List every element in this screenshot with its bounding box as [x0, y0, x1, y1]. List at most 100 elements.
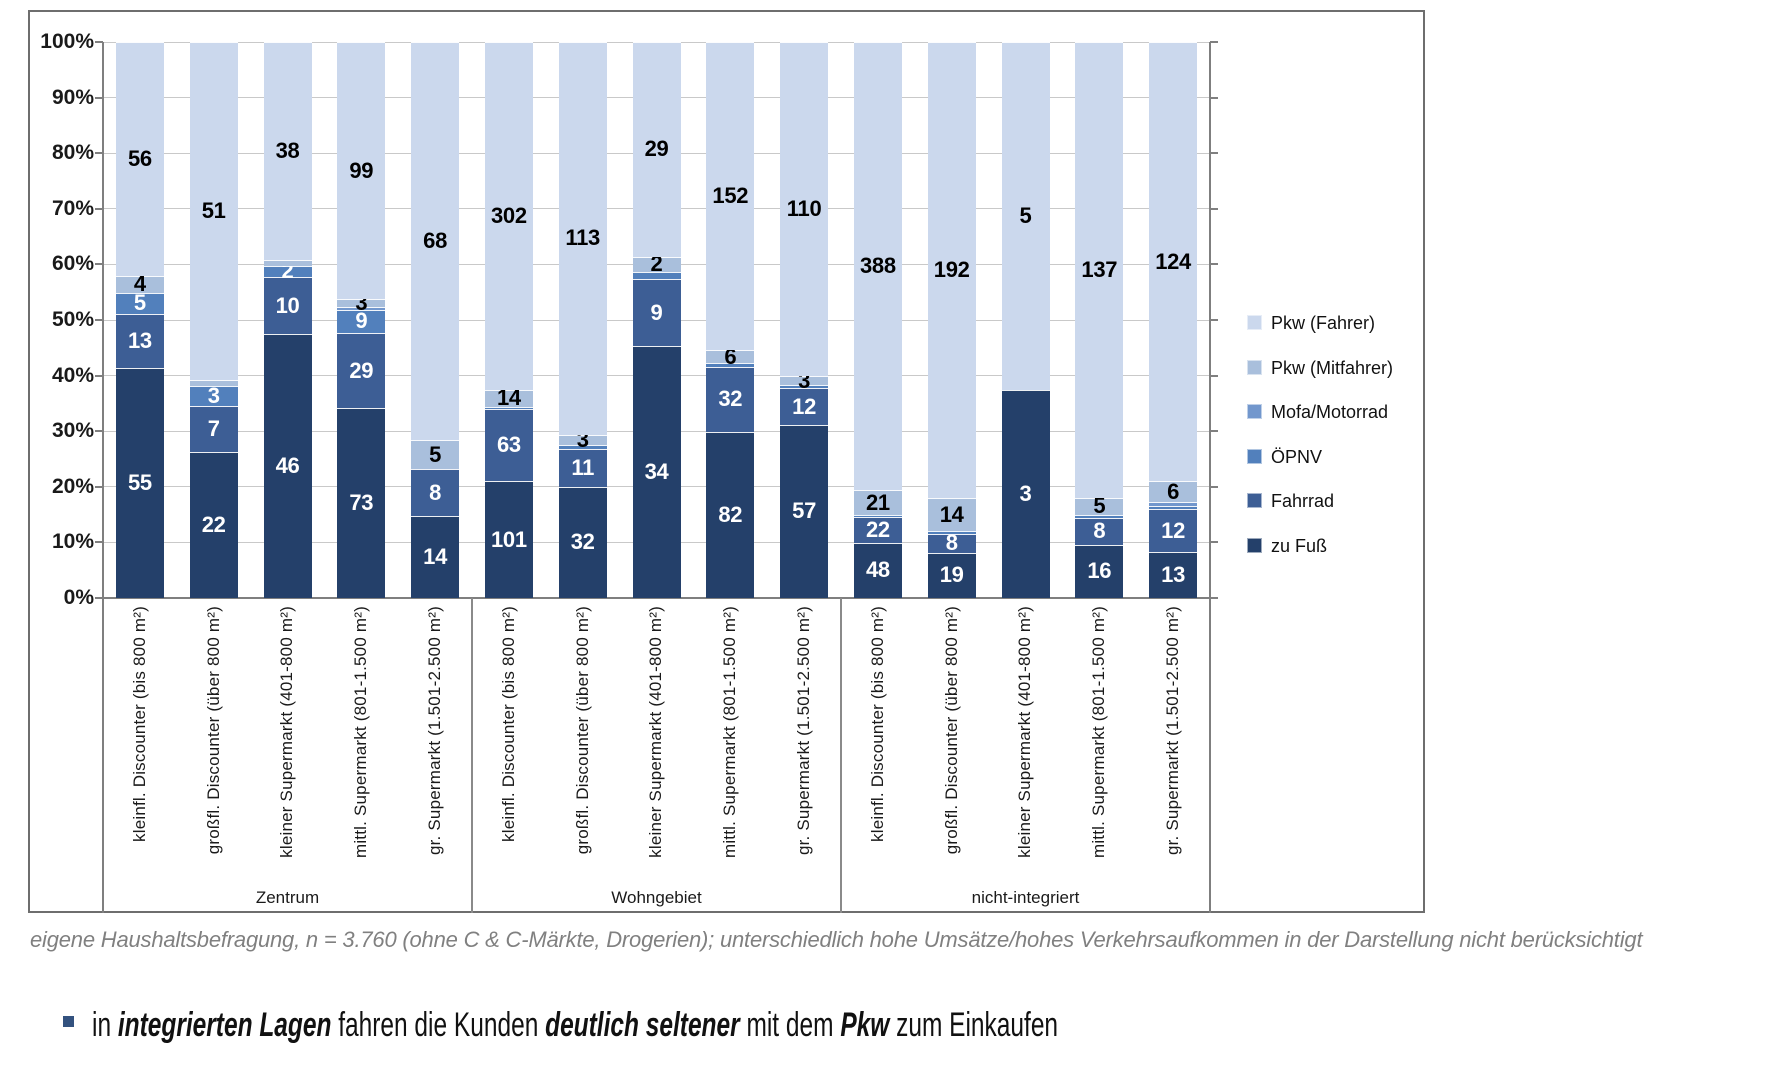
bar-segment-zu Fuß	[927, 552, 976, 598]
y-axis-tick-right	[1210, 207, 1218, 210]
y-axis-tick-right	[1210, 374, 1218, 377]
data-label: 16	[1087, 558, 1112, 584]
bar-segment-Pkw (Fahrer)	[1001, 42, 1050, 390]
category-label: gr. Supermarkt (1.501-2.500 m²)	[1136, 606, 1210, 860]
y-axis-tick	[95, 485, 103, 488]
bar-segment-Pkw (Mitfahrer)	[780, 376, 829, 386]
y-axis-label: 100%	[40, 30, 94, 53]
bar-segment-ÖPNV	[706, 362, 755, 367]
data-label: 12	[792, 393, 817, 419]
bullet-plain: zum Einkaufen	[889, 1006, 1059, 1044]
category-label-text: gr. Supermarkt (1.501-2.500 m²)	[794, 606, 814, 856]
bar-segment-Fahrrad	[780, 388, 829, 425]
data-label: 13	[127, 327, 152, 353]
bar-segment-zu Fuß	[1001, 389, 1050, 598]
y-axis-tick	[95, 541, 103, 544]
group-label: Zentrum	[255, 888, 320, 907]
data-label: 3	[1019, 480, 1032, 506]
y-axis-label: 70%	[51, 196, 94, 220]
bar-segment-Fahrrad	[263, 277, 312, 335]
legend-swatch-icon	[1247, 404, 1262, 419]
category-label: mittl. Supermarkt (801-1.500 m²)	[693, 606, 767, 863]
bullet-emphasis: Pkw	[840, 1006, 890, 1044]
legend-item: Pkw (Mitfahrer)	[1247, 357, 1427, 379]
y-axis-line	[102, 42, 104, 913]
bar-segment-Pkw (Mitfahrer)	[1075, 498, 1124, 515]
bar-segment-Pkw (Mitfahrer)	[927, 498, 976, 532]
category-label-text: großfl. Discounter (über 800 m²)	[941, 606, 961, 855]
category-label: kleiner Supermarkt (401-800 m²)	[620, 606, 694, 863]
bar-segment-zu Fuß	[1149, 551, 1198, 598]
y-axis-label: 50%	[51, 308, 94, 331]
bullet-square-icon	[63, 1016, 74, 1027]
bar-segment-zu Fuß	[115, 368, 164, 598]
bar-segment-ÖPNV	[189, 386, 238, 407]
data-label: 48	[865, 557, 890, 583]
bar-segment-Pkw (Fahrer)	[706, 42, 755, 351]
data-label: 5	[1093, 493, 1106, 519]
category-label-text: kleiner Supermarkt (401-800 m²)	[1015, 606, 1035, 858]
data-label: 8	[945, 530, 958, 556]
y-axis-tick-right	[1210, 541, 1218, 544]
legend-item: ÖPNV	[1247, 446, 1427, 468]
bar-segment-ÖPNV	[337, 309, 386, 333]
bar-segment-ÖPNV	[558, 445, 607, 449]
bullet-emphasis: integrierten Lagen	[117, 1006, 332, 1044]
category-label-text: gr. Supermarkt (1.501-2.500 m²)	[1163, 606, 1183, 856]
bar-segment-Pkw (Mitfahrer)	[189, 379, 238, 387]
legend-swatch-icon	[1247, 537, 1262, 553]
category-label: mittl. Supermarkt (801-1.500 m²)	[1062, 606, 1136, 863]
bar-segment-Pkw (Mitfahrer)	[853, 490, 902, 515]
bar-segment-Fahrrad	[853, 517, 902, 543]
group-separator	[471, 598, 473, 913]
data-label: 34	[644, 458, 669, 484]
bar-segment-Pkw (Fahrer)	[484, 42, 533, 391]
bullet-emphasis: deutlich seltener	[545, 1006, 740, 1044]
bar-segment-zu Fuß	[484, 481, 533, 598]
y-axis-tick	[95, 152, 103, 155]
data-label: 3	[207, 383, 220, 409]
category-label: kleiner Supermarkt (401-800 m²)	[989, 606, 1063, 863]
category-label-text: großfl. Discounter (über 800 m²)	[572, 606, 592, 855]
bar-segment-Pkw (Fahrer)	[927, 42, 976, 499]
data-label: 388	[859, 253, 896, 279]
bar-segment-Fahrrad	[706, 366, 755, 432]
data-label: 32	[718, 386, 743, 412]
data-label: 124	[1155, 248, 1191, 274]
data-label: 9	[355, 308, 368, 334]
data-label: 73	[349, 490, 374, 516]
bar-segment-Pkw (Fahrer)	[632, 42, 681, 257]
data-label: 82	[718, 501, 743, 527]
bar-segment-Pkw (Mitfahrer)	[632, 256, 681, 272]
category-label-text: mittl. Supermarkt (801-1.500 m²)	[720, 606, 740, 859]
data-label: 32	[570, 529, 595, 555]
bar-segment-Pkw (Mitfahrer)	[558, 434, 607, 446]
data-label: 22	[865, 516, 890, 542]
bar-segment-Pkw (Fahrer)	[189, 42, 238, 380]
bar-segment-Pkw (Fahrer)	[1075, 42, 1124, 499]
data-label: 38	[275, 137, 300, 163]
y-axis-tick-right	[1210, 263, 1218, 266]
data-label: 68	[423, 227, 448, 253]
data-label: 5	[1019, 202, 1032, 228]
data-label: 7	[207, 416, 220, 442]
bar-segment-ÖPNV	[632, 271, 681, 280]
data-label: 6	[1167, 478, 1180, 504]
y-axis-tick	[95, 319, 103, 321]
bar-segment-Fahrrad	[189, 406, 238, 453]
legend-swatch-icon	[1247, 315, 1262, 330]
bar-segment-Pkw (Mitfahrer)	[484, 390, 533, 407]
bar-segment-ÖPNV	[1149, 505, 1198, 510]
bar-segment-zu Fuß	[780, 424, 829, 598]
y-axis-tick	[95, 263, 103, 266]
category-label-text: kleinfl. Discounter (bis 800 m²)	[498, 606, 518, 842]
bar-segment-Mofa/Motorrad	[337, 307, 386, 310]
bar-segment-Mofa/Motorrad	[1149, 502, 1198, 506]
bar-segment-Pkw (Mitfahrer)	[1149, 481, 1198, 503]
bar-segment-ÖPNV	[1075, 514, 1124, 519]
y-axis-tick-right	[1210, 96, 1218, 99]
data-label: 57	[792, 498, 817, 524]
bar-segment-ÖPNV	[263, 265, 312, 277]
